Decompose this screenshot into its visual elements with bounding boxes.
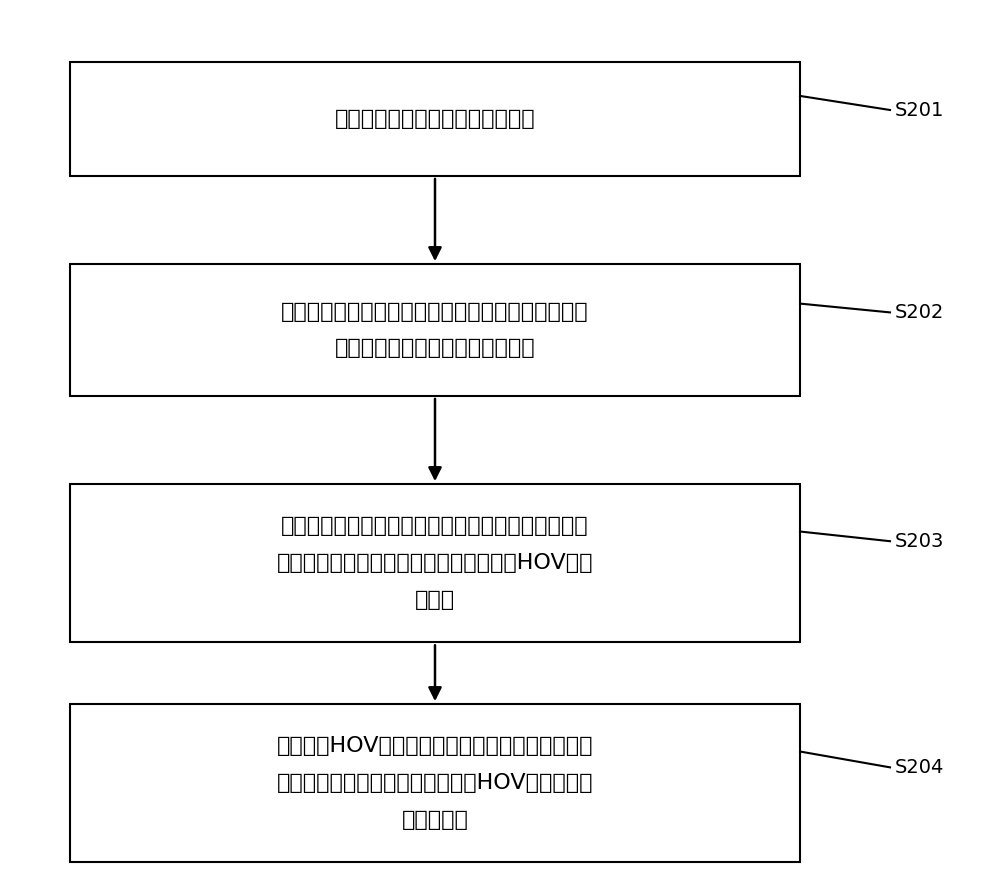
Text: S204: S204 bbox=[895, 758, 944, 777]
Text: 获取至少一个目标路段的属性信息: 获取至少一个目标路段的属性信息 bbox=[335, 109, 535, 128]
FancyBboxPatch shape bbox=[70, 264, 800, 396]
Text: 的运行策略: 的运行策略 bbox=[402, 810, 468, 830]
Text: S201: S201 bbox=[895, 100, 944, 120]
FancyBboxPatch shape bbox=[70, 484, 800, 642]
FancyBboxPatch shape bbox=[70, 704, 800, 862]
Text: 路段中，筛选出至少一个候选路段: 路段中，筛选出至少一个候选路段 bbox=[335, 339, 535, 358]
Text: S203: S203 bbox=[895, 532, 944, 551]
Text: 量车道: 量车道 bbox=[415, 590, 455, 610]
Text: S202: S202 bbox=[895, 303, 944, 322]
Text: 根据所述HOV高容量车道对应的候选路段在预设时: 根据所述HOV高容量车道对应的候选路段在预设时 bbox=[277, 737, 593, 756]
FancyBboxPatch shape bbox=[70, 62, 800, 176]
Text: 从所述候选路段中确定至少一条车道作为HOV高容: 从所述候选路段中确定至少一条车道作为HOV高容 bbox=[277, 554, 593, 573]
Text: 根据每个目标路段的属性信息，从所述至少一个目标: 根据每个目标路段的属性信息，从所述至少一个目标 bbox=[281, 302, 589, 321]
Text: 间段内的车辆监测信息，确定所述HOV高容量车道: 间段内的车辆监测信息，确定所述HOV高容量车道 bbox=[277, 774, 593, 793]
Text: 根据每个候选路段在预设时间段内的车辆监测信息，: 根据每个候选路段在预设时间段内的车辆监测信息， bbox=[281, 517, 589, 536]
